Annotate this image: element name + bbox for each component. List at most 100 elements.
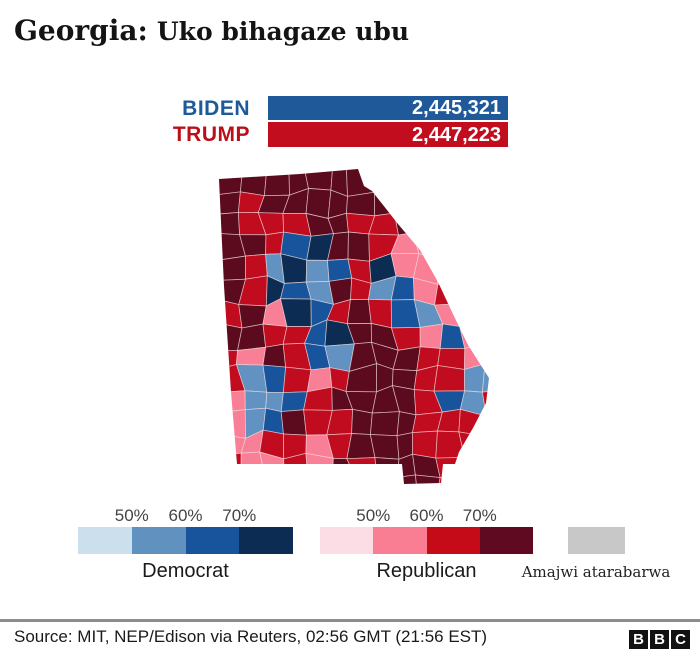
county — [262, 364, 287, 393]
legend-swatch — [239, 527, 293, 554]
county — [461, 451, 483, 482]
county — [484, 341, 489, 365]
candidate-name-biden: BIDEN — [182, 97, 250, 120]
county — [458, 190, 481, 218]
democrat-color-scale — [78, 527, 293, 554]
legend-swatch — [185, 527, 240, 554]
county — [480, 319, 489, 344]
county — [481, 232, 489, 263]
county — [237, 474, 266, 484]
county — [455, 255, 486, 285]
county — [346, 298, 372, 325]
county — [479, 211, 489, 236]
county — [347, 231, 370, 262]
county — [478, 451, 489, 480]
county — [412, 430, 438, 459]
tick-label: 70% — [462, 506, 497, 525]
county — [434, 210, 462, 239]
county — [244, 390, 268, 411]
county — [434, 237, 459, 260]
county — [457, 478, 482, 484]
county — [280, 391, 308, 412]
county — [345, 191, 376, 217]
county — [236, 346, 267, 366]
vote-bar-trump: 2,447,223 — [268, 122, 508, 147]
county — [419, 323, 444, 349]
county — [263, 477, 285, 484]
bbc-logo: B B C — [629, 630, 690, 649]
county — [439, 323, 466, 349]
vote-total-trump: 2,447,223 — [412, 123, 501, 146]
county — [481, 387, 489, 417]
bbc-logo-box: C — [671, 630, 690, 649]
county — [414, 474, 441, 484]
county — [459, 326, 488, 350]
county — [279, 281, 312, 300]
county — [433, 365, 466, 392]
republican-label: Republican — [376, 560, 477, 582]
legend-swatch — [373, 527, 427, 554]
uncounted-label: Amajwi atarabarwa — [521, 563, 671, 581]
county — [434, 283, 465, 306]
legend-uncounted: Amajwi atarabarwa — [522, 506, 670, 586]
county — [434, 258, 465, 285]
county — [368, 476, 398, 484]
county — [481, 363, 489, 393]
county — [458, 431, 489, 458]
county — [480, 301, 489, 328]
county — [455, 232, 485, 260]
legend-swatch — [320, 527, 374, 554]
county — [486, 411, 489, 438]
county — [412, 209, 436, 239]
county — [457, 213, 483, 239]
county — [478, 169, 489, 197]
tick-label: 60% — [168, 506, 203, 525]
county — [219, 212, 241, 236]
county — [282, 477, 309, 484]
county — [280, 409, 307, 436]
title-subtitle: Uko bihagaze ubu — [156, 17, 410, 46]
legend-republican: 50% 60% 70% Republican — [320, 506, 533, 586]
legend-swatch — [131, 527, 186, 554]
county — [393, 189, 415, 214]
candidate-name-trump: TRUMP — [172, 123, 250, 146]
republican-color-scale — [320, 527, 533, 554]
county — [331, 474, 355, 484]
legend-swatch — [78, 527, 132, 554]
county — [479, 255, 489, 283]
page-title: Georgia: Uko bihagaze ubu — [14, 14, 409, 47]
county — [345, 169, 375, 197]
county — [368, 169, 397, 193]
vote-total-biden: 2,445,321 — [412, 97, 501, 119]
republican-ticks: 50% 60% 70% — [320, 506, 533, 526]
tick-label: 50% — [356, 506, 391, 525]
county — [262, 407, 284, 435]
county — [478, 190, 489, 215]
county — [245, 253, 268, 280]
title-region: Georgia: — [14, 14, 148, 47]
county — [412, 189, 444, 212]
tick-label: 50% — [114, 506, 149, 525]
county — [479, 277, 489, 306]
uncounted-swatch — [568, 527, 625, 554]
county — [459, 301, 485, 327]
democrat-ticks: 50% 60% 70% — [78, 506, 293, 526]
county — [434, 190, 462, 218]
county — [478, 476, 489, 484]
county — [412, 169, 444, 192]
county — [369, 411, 400, 437]
footer-divider — [0, 619, 700, 622]
source-attribution: Source: MIT, NEP/Edison via Reuters, 02:… — [14, 627, 488, 646]
county — [374, 457, 400, 478]
county — [219, 169, 244, 197]
county — [262, 343, 287, 368]
county — [219, 409, 246, 439]
county — [436, 169, 466, 194]
county — [369, 434, 400, 460]
county — [303, 478, 333, 484]
county — [347, 474, 378, 484]
county — [327, 258, 353, 282]
county — [459, 277, 485, 304]
county — [239, 169, 268, 197]
